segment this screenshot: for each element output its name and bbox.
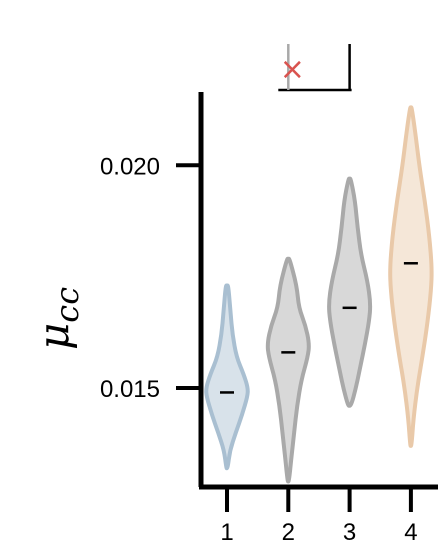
x-tick-label: 3 — [343, 519, 356, 546]
x-tick-label: 4 — [404, 519, 417, 546]
x-tick-label: 1 — [220, 519, 233, 546]
y-axis-label: μcc — [29, 287, 86, 350]
significance-marker: × — [280, 52, 305, 87]
y-axis-label-main: μ — [29, 323, 78, 350]
y-tick-group: 0.015 0.020 — [100, 153, 201, 403]
violin-4 — [388, 105, 434, 448]
violin-3 — [327, 176, 373, 408]
x-tick-group: 1 2 3 4 — [220, 487, 418, 546]
violin-2 — [265, 256, 311, 484]
y-tick-label: 0.020 — [100, 153, 160, 180]
violin-1 — [204, 283, 250, 471]
x-tick-label: 2 — [282, 519, 295, 546]
y-tick-label: 0.015 — [100, 376, 160, 403]
violin-group — [204, 105, 434, 484]
significance-group: × — [278, 44, 352, 92]
median-group — [220, 262, 418, 394]
y-axis-label-sub: cc — [48, 287, 86, 323]
